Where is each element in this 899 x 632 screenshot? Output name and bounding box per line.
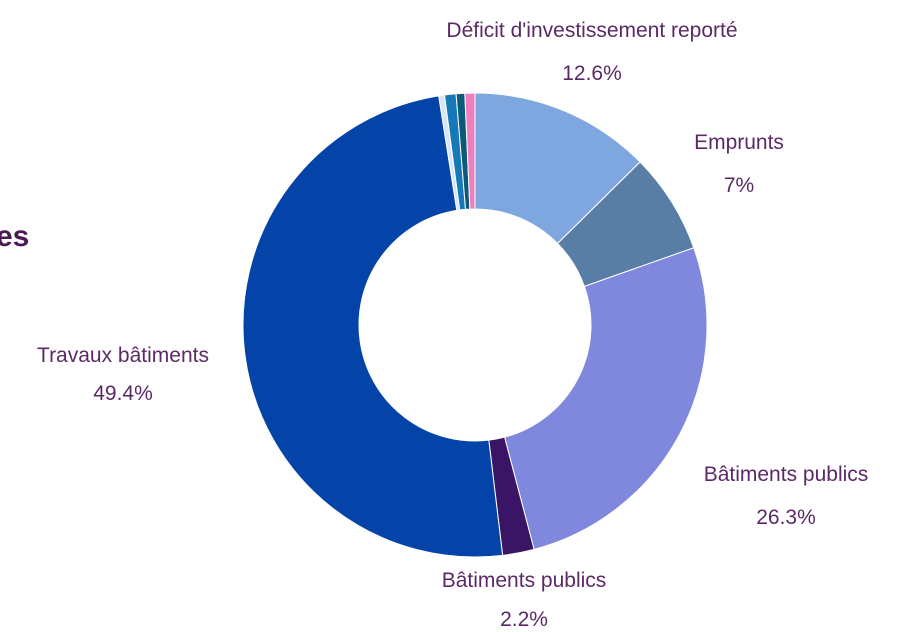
slice-label-deficit: Déficit d'investissement reporté 12.6% [446,19,737,85]
slice-percent-text: 49.4% [93,382,153,405]
slice-percent-text: 12.6% [562,62,622,85]
slice-label-text: Bâtiments publics [704,463,869,486]
slice-percent-text: 7% [724,174,754,197]
slice-percent-text: 2.2% [500,608,548,631]
slice-percent-text: 26.3% [756,506,816,529]
slice-label-travaux-batiments: Travaux bâtiments 49.4% [37,344,209,405]
slice-label-batiments-publics-small: Bâtiments publics 2.2% [442,569,607,631]
slice-label-text: Déficit d'investissement reporté [446,19,737,42]
slice-label-text: Bâtiments publics [442,569,607,592]
donut-slice-8 [464,92,476,210]
slice-label-emprunts: Emprunts 7% [694,131,784,197]
heading-fragment: es [0,220,29,253]
donut-slices [242,92,708,558]
donut-slice-2 [503,247,708,550]
donut-slice-4 [242,95,504,558]
slice-label-text: Emprunts [694,131,784,154]
slice-label-text: Travaux bâtiments [37,344,209,367]
slice-label-batiments-publics-large: Bâtiments publics 26.3% [704,463,869,529]
